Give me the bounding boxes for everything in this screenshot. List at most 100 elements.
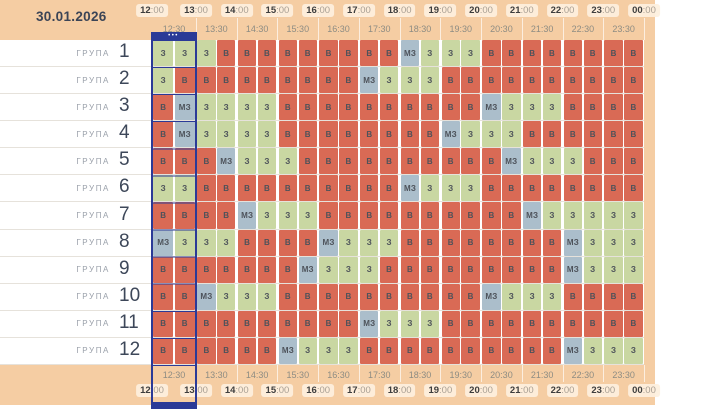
slot-cell[interactable]: З [563,148,583,175]
slot-cell[interactable]: З [257,121,277,148]
slot-cell[interactable]: В [278,121,298,148]
slot-cell[interactable]: З [360,229,379,256]
slot-cell[interactable]: В [174,283,195,310]
slot-cell[interactable]: В [237,310,257,337]
slot-cell[interactable]: В [542,256,562,283]
slot-cell[interactable]: МЗ [400,175,420,202]
slot-cell[interactable]: В [624,121,643,148]
slot-cell[interactable]: В [482,67,501,94]
slot-cell[interactable]: В [441,310,460,337]
slot-cell[interactable]: В [542,175,562,202]
slot-cell[interactable]: В [624,283,643,310]
slot-cell[interactable]: В [400,148,420,175]
slot-cell[interactable]: З [278,148,298,175]
slot-cell[interactable]: МЗ [400,40,420,67]
slot-cell[interactable]: З [153,175,174,202]
slot-cell[interactable]: З [174,40,195,67]
slot-cell[interactable]: В [197,256,216,283]
slot-cell[interactable]: З [237,94,257,121]
slot-cell[interactable]: МЗ [441,121,460,148]
slot-cell[interactable]: З [461,121,480,148]
slot-cell[interactable]: В [441,148,460,175]
slot-cell[interactable]: В [624,40,643,67]
slot-cell[interactable]: В [339,283,358,310]
slot-cell[interactable]: МЗ [174,94,195,121]
slot-cell[interactable]: В [298,40,317,67]
slot-cell[interactable]: З [420,67,440,94]
slot-cell[interactable]: В [461,283,480,310]
slot-cell[interactable]: В [153,202,174,229]
slot-cell[interactable]: В [420,256,440,283]
slot-cell[interactable]: В [298,229,317,256]
slot-cell[interactable]: З [278,202,298,229]
slot-cell[interactable]: З [604,202,623,229]
slot-cell[interactable]: В [360,121,379,148]
slot-cell[interactable]: В [523,67,542,94]
slot-cell[interactable]: В [360,148,379,175]
slot-cell[interactable]: З [197,229,216,256]
slot-cell[interactable]: В [420,121,440,148]
slot-cell[interactable]: В [441,229,460,256]
slot-cell[interactable]: В [379,148,399,175]
slot-cell[interactable]: В [319,148,338,175]
slot-cell[interactable]: В [583,148,602,175]
slot-cell[interactable]: В [624,148,643,175]
slot-cell[interactable]: З [420,40,440,67]
slot-cell[interactable]: В [482,310,501,337]
slot-cell[interactable]: В [461,67,480,94]
slot-cell[interactable]: З [298,337,317,364]
slot-cell[interactable]: В [420,94,440,121]
slot-cell[interactable]: В [482,256,501,283]
slot-cell[interactable]: В [441,202,460,229]
slot-cell[interactable]: В [257,256,277,283]
slot-cell[interactable]: З [298,202,317,229]
slot-cell[interactable]: З [542,94,562,121]
slot-cell[interactable]: В [379,337,399,364]
slot-cell[interactable]: В [482,175,501,202]
slot-cell[interactable]: В [542,310,562,337]
slot-cell[interactable]: МЗ [502,148,521,175]
slot-cell[interactable]: В [604,94,623,121]
slot-cell[interactable]: В [379,121,399,148]
slot-cell[interactable]: В [298,94,317,121]
slot-cell[interactable]: З [420,310,440,337]
slot-cell[interactable]: З [339,337,358,364]
slot-cell[interactable]: В [174,202,195,229]
slot-cell[interactable]: В [153,337,174,364]
slot-cell[interactable]: В [257,40,277,67]
slot-cell[interactable]: В [319,310,338,337]
slot-cell[interactable]: З [257,148,277,175]
slot-cell[interactable]: В [583,310,602,337]
slot-cell[interactable]: В [360,94,379,121]
slot-cell[interactable]: В [461,148,480,175]
slot-cell[interactable]: З [542,283,562,310]
slot-cell[interactable]: В [379,94,399,121]
slot-cell[interactable]: З [257,283,277,310]
slot-cell[interactable]: З [624,202,643,229]
slot-cell[interactable]: В [197,202,216,229]
slot-cell[interactable]: В [257,310,277,337]
slot-cell[interactable]: В [441,337,460,364]
slot-cell[interactable]: В [482,202,501,229]
slot-cell[interactable]: В [237,40,257,67]
slot-cell[interactable]: З [237,148,257,175]
slot-cell[interactable]: В [379,175,399,202]
slot-cell[interactable]: З [604,256,623,283]
slot-cell[interactable]: В [542,121,562,148]
slot-cell[interactable]: В [624,67,643,94]
slot-cell[interactable]: З [624,256,643,283]
slot-cell[interactable]: З [523,283,542,310]
slot-cell[interactable]: В [339,310,358,337]
slot-cell[interactable]: З [379,310,399,337]
slot-cell[interactable]: З [583,229,602,256]
slot-cell[interactable]: В [257,229,277,256]
slot-cell[interactable]: В [502,256,521,283]
slot-cell[interactable]: В [604,283,623,310]
slot-cell[interactable]: З [583,256,602,283]
slot-cell[interactable]: В [604,40,623,67]
slot-cell[interactable]: В [502,40,521,67]
slot-cell[interactable]: В [400,256,420,283]
slot-cell[interactable]: В [420,229,440,256]
slot-cell[interactable]: В [360,40,379,67]
slot-cell[interactable]: В [400,121,420,148]
